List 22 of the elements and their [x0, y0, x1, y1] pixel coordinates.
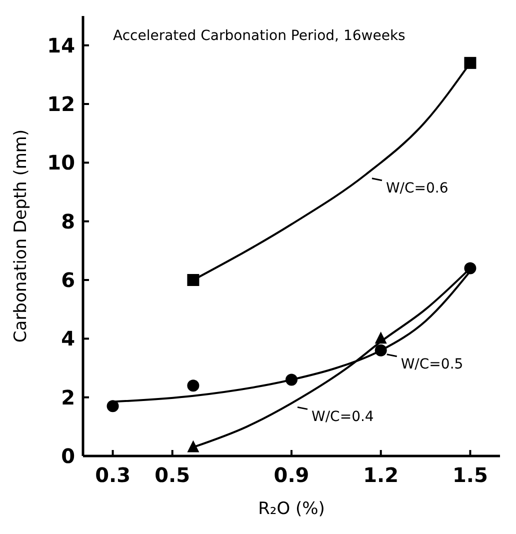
y-tick-label: 14 [47, 33, 75, 58]
legend-label: W/C=0.5 [400, 356, 464, 372]
y-tick-label: 6 [61, 268, 75, 292]
y-tick-label: 4 [61, 326, 75, 351]
x-axis-title: R₂O (%) [258, 499, 325, 519]
legend-label: W/C=0.6 [386, 180, 448, 196]
x-tick-label: 1.2 [363, 463, 399, 487]
y-tick-label: 2 [61, 385, 75, 410]
text: Accelerated Carbonation Period, 16weeks [113, 28, 406, 44]
legend-label: W/C=0.4 [312, 409, 374, 426]
x-tick-label: 1.5 [452, 463, 488, 487]
point [187, 380, 200, 392]
x-tick-label: 0.9 [274, 463, 310, 487]
point [106, 400, 119, 412]
y-tick-label: 0 [61, 444, 75, 468]
x-tick-label: 0.3 [95, 463, 131, 487]
x-tick-label: 0.5 [154, 463, 190, 487]
y-tick-label: 10 [47, 150, 75, 175]
point [187, 274, 200, 286]
y-axis-title: Carbonation Depth (mm) [11, 129, 31, 343]
y-tick-label: 8 [61, 209, 75, 234]
y-tick-label: 12 [47, 92, 75, 116]
